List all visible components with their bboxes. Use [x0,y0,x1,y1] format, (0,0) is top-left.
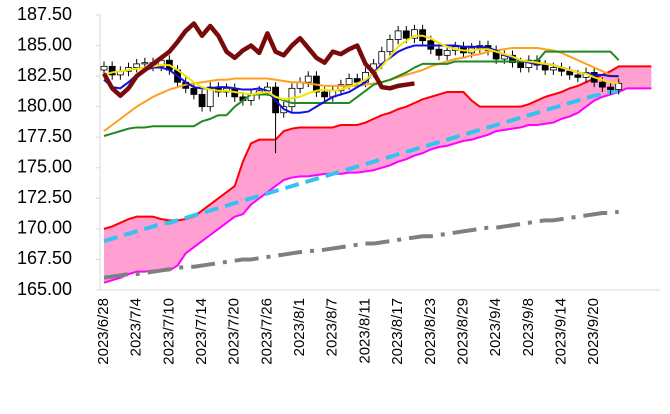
candle-body [411,29,418,39]
candle-body [304,75,312,83]
x-tick-label: 2023/8/11 [356,298,373,364]
candle-body [443,50,451,56]
y-tick-label: 187.50 [17,4,72,24]
candle-body [607,86,614,90]
line [103,88,620,244]
x-tick-label: 2023/6/28 [95,298,112,365]
candle-body [321,91,328,98]
candle-body [133,63,141,68]
candle-body [100,65,108,71]
x-tick-label: 2023/8/29 [454,298,471,365]
candle-body [206,86,214,108]
x-tick-label: 2023/7/14 [193,298,210,365]
x-tick-label: 2023/8/23 [422,298,439,365]
candle-body [402,30,410,39]
y-tick-label: 182.50 [17,65,72,85]
candle-body [394,30,402,40]
x-tick-label: 2023/7/10 [160,298,177,365]
line [103,44,619,114]
y-tick-label: 180.00 [17,95,72,115]
candle-body [108,65,116,76]
x-tick-label: 2023/7/26 [258,298,275,365]
line [103,87,652,284]
candle-body [345,78,353,86]
candle-body [517,62,525,68]
y-tick-label: 172.50 [17,187,72,207]
candle-body [615,83,623,90]
x-tick-label: 2023/9/20 [585,298,602,365]
candle-body [598,81,606,88]
y-tick-label: 167.50 [17,248,72,268]
y-tick-label: 175.00 [17,157,72,177]
candle-body [353,78,361,83]
y-tick-label: 165.00 [17,279,72,299]
x-tick-label: 2023/9/14 [552,298,569,365]
x-tick-label: 2023/7/4 [128,298,145,356]
x-tick-label: 2023/7/20 [226,298,243,365]
candle-body [190,87,198,95]
candle-body [386,39,394,53]
x-tick-label: 2023/8/7 [324,298,341,356]
y-tick-label: 177.50 [17,126,72,146]
candle-body [141,62,149,65]
x-tick-label: 2023/9/4 [487,298,504,356]
candle-body [198,94,206,108]
candle-body [435,48,443,56]
y-tick-label: 185.00 [17,34,72,54]
x-tick-label: 2023/9/8 [520,298,537,356]
candle-body [549,67,557,71]
line [103,34,619,101]
x-tick-label: 2023/8/1 [291,298,308,356]
y-tick-label: 170.00 [17,218,72,238]
x-tick-label: 2023/8/17 [389,298,406,365]
candle-body [566,70,574,76]
candle-body [541,64,549,71]
candle-body [574,74,582,78]
line [102,21,415,98]
